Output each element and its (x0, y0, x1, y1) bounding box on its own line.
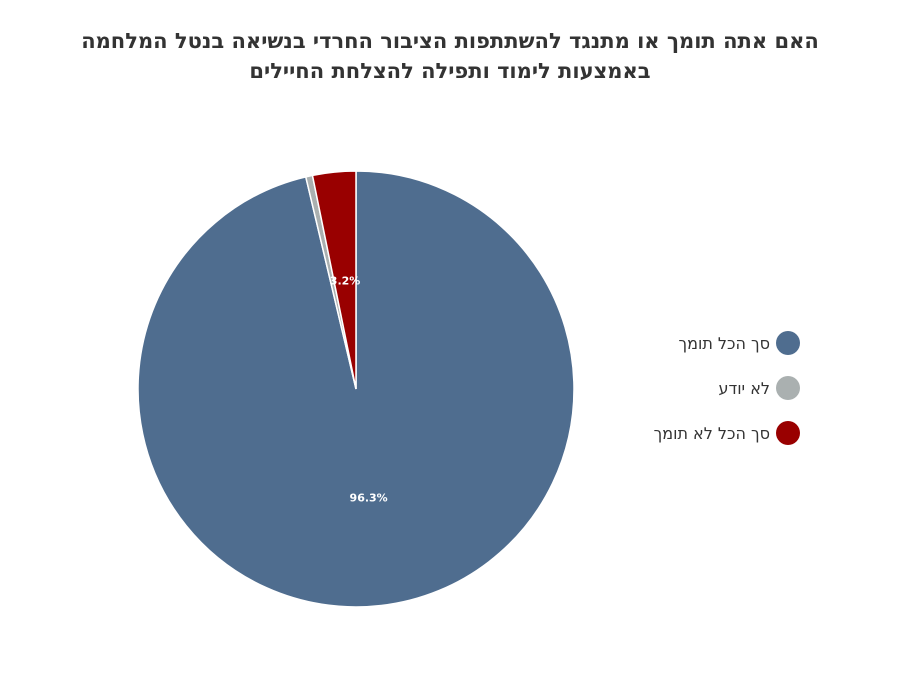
legend-swatch-1 (776, 376, 800, 400)
chart-title: האם אתה תומך או מתנגד להשתתפות הציבור הח… (40, 26, 860, 86)
chart-title-line-2: באמצעות לימוד ותפילה להצלחת החיילים (249, 59, 651, 83)
legend-label-0: סך הכל תומך (678, 333, 771, 353)
legend-swatch-0 (776, 331, 800, 355)
slice-data-label-2: 3.2% (330, 275, 361, 288)
legend-label-1: לא יודע (718, 378, 770, 398)
slice-data-label-0: 96.3% (350, 491, 388, 504)
chart-legend: סך הכל תומך לא יודע סך הכל לא תומך (600, 328, 800, 463)
legend-item-2[interactable]: סך הכל לא תומך (600, 418, 800, 448)
pie-slice-2 (311, 170, 357, 390)
legend-label-2: סך הכל לא תומך (653, 423, 770, 443)
legend-item-1[interactable]: לא יודע (600, 373, 800, 403)
legend-swatch-2 (776, 421, 800, 445)
legend-item-0[interactable]: סך הכל תומך (600, 328, 800, 358)
chart-title-line-1: האם אתה תומך או מתנגד להשתתפות הציבור הח… (81, 29, 819, 53)
